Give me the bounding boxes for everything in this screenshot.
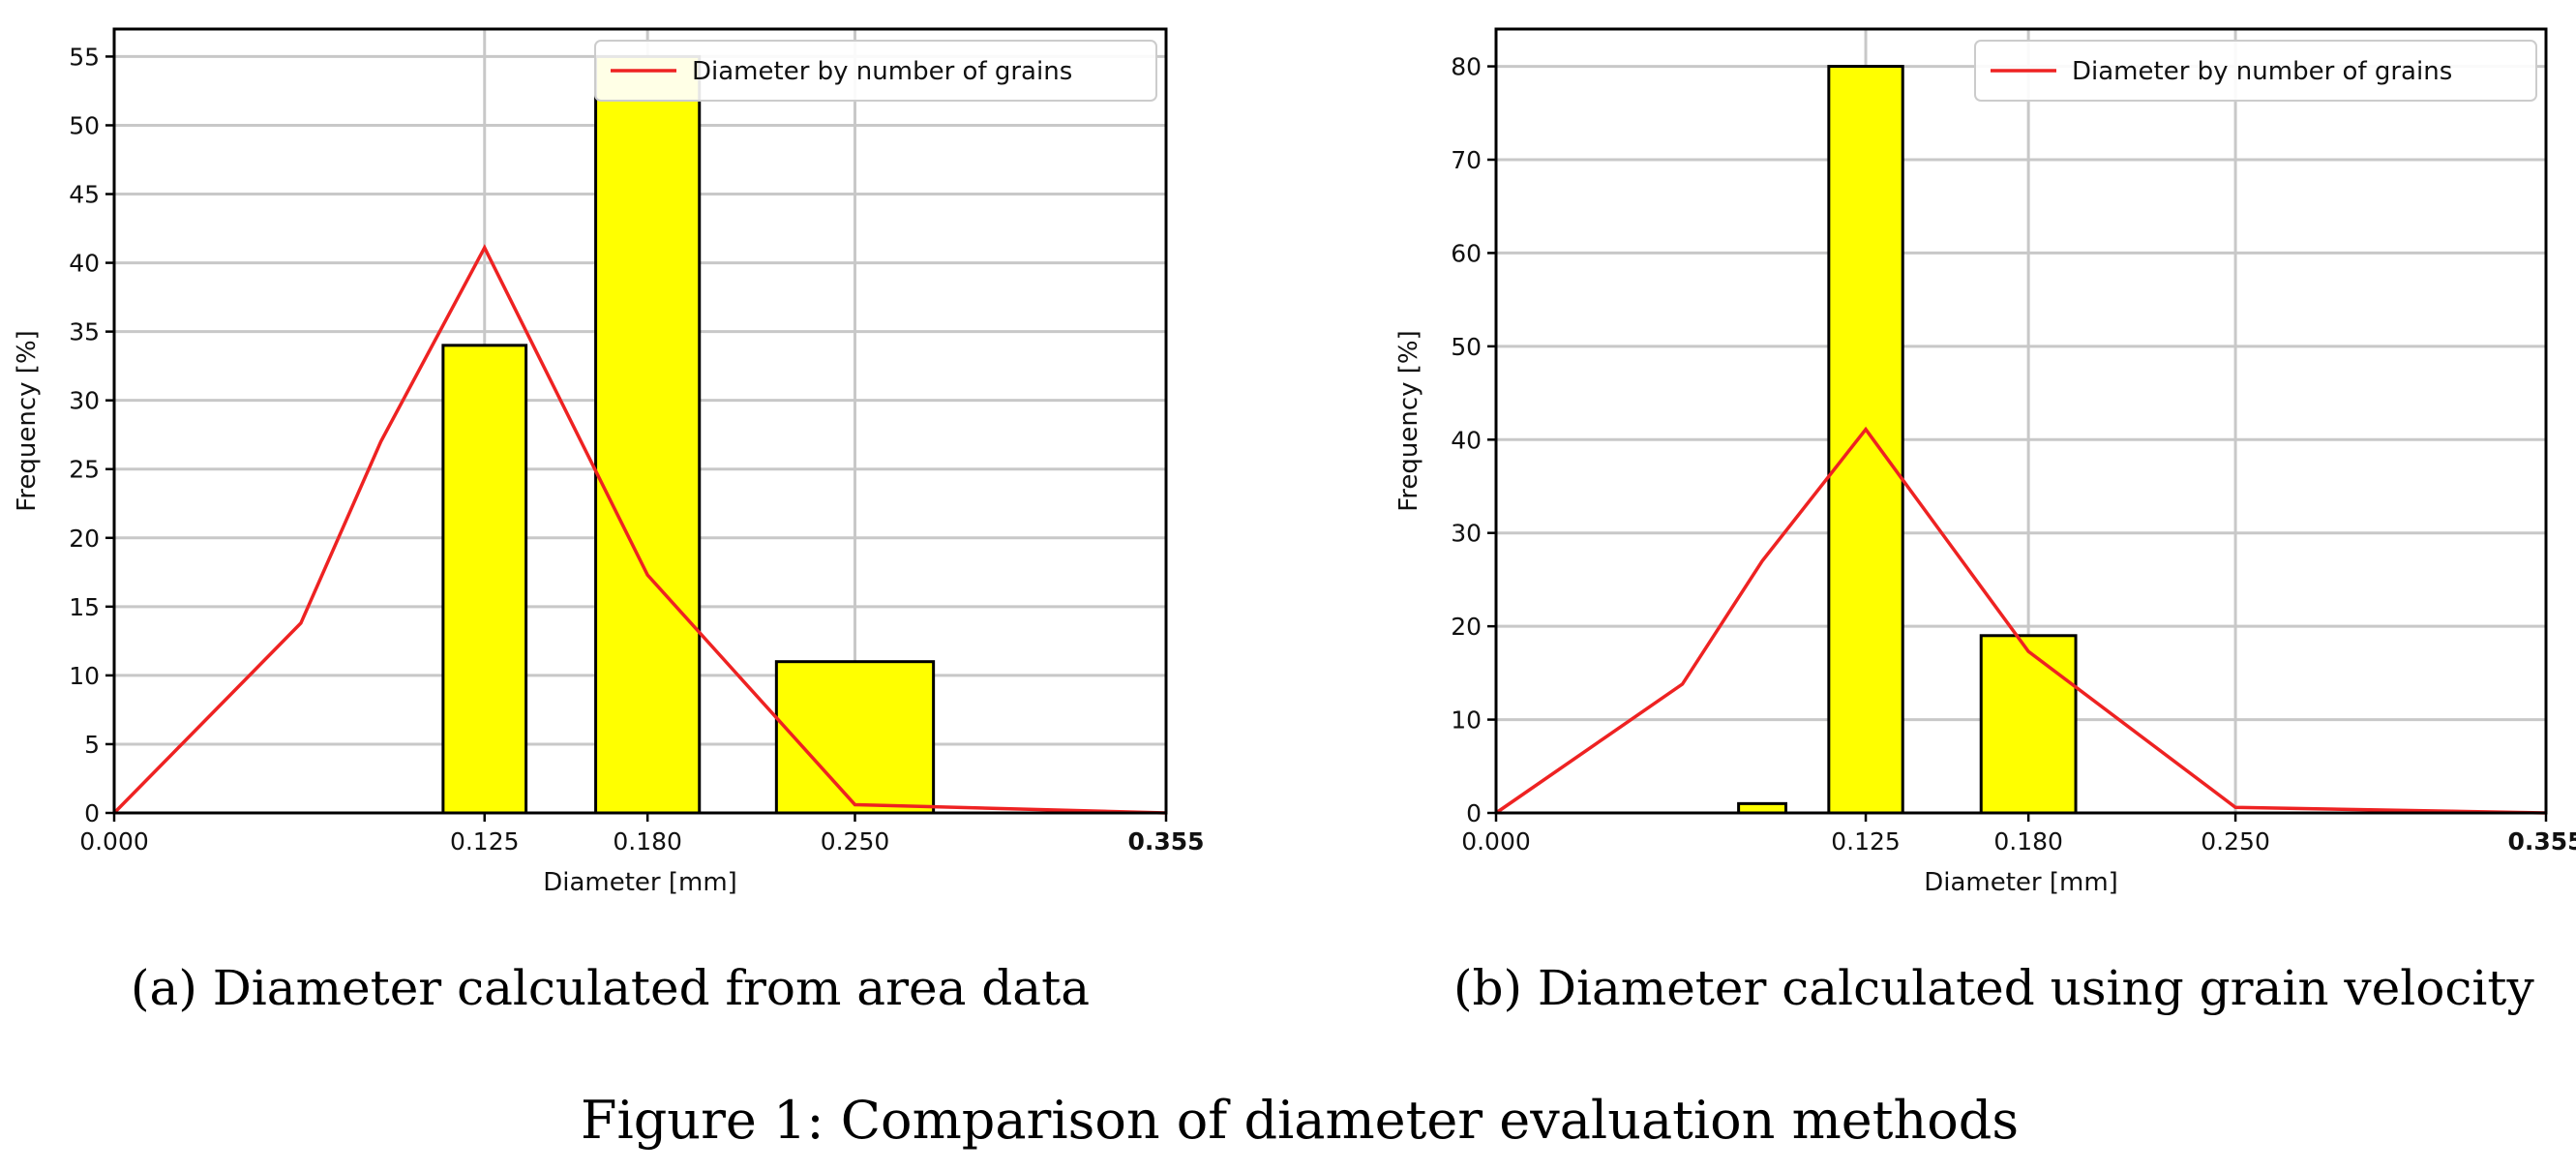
x-tick-label: 0.180 <box>613 827 682 856</box>
panel-b-caption: (b) Diameter calculated using grain velo… <box>1453 960 2534 1016</box>
y-tick-label: 10 <box>69 662 100 690</box>
panel-a-caption: (a) Diameter calculated from area data <box>131 960 1091 1016</box>
x-tick-label: 0.355 <box>2507 827 2576 856</box>
legend-box <box>594 40 1157 102</box>
y-axis-label: Frequency [%] <box>1394 330 1423 512</box>
x-tick-label: 0.250 <box>821 827 890 856</box>
y-tick-label: 45 <box>69 181 100 209</box>
series-line <box>1495 426 2547 815</box>
x-tick-label: 0.355 <box>1127 827 1204 856</box>
y-tick-label: 50 <box>1451 333 1482 361</box>
y-tick-label: 15 <box>69 593 100 621</box>
y-tick-label: 40 <box>1451 426 1482 454</box>
x-axis-label: Diameter [mm] <box>1924 868 2118 897</box>
y-tick-label: 0 <box>1466 799 1482 827</box>
y-tick-label: 0 <box>84 799 100 827</box>
legend-box <box>1974 40 2537 102</box>
x-tick-label: 0.000 <box>79 827 149 856</box>
y-axis-label: Frequency [%] <box>13 330 42 512</box>
chart-b: 0 10 20 30 40 50 60 70 80 0.000 0.125 0.180 0.250 0.3… <box>1394 27 2576 897</box>
x-tick-label: 0.125 <box>450 827 520 856</box>
x-tick-label: 0.000 <box>1461 827 1531 856</box>
y-tick-label: 10 <box>1451 706 1482 735</box>
chart-a: 0 5 10 15 20 25 30 35 40 45 50 55 0.000 0.125 0.180 0.2… <box>13 27 1205 897</box>
bar <box>1827 65 1904 815</box>
bar <box>774 660 936 815</box>
y-tick-label: 35 <box>69 318 100 346</box>
x-tick-label: 0.125 <box>1831 827 1901 856</box>
y-tick-label: 60 <box>1451 239 1482 267</box>
series-line <box>112 244 1167 815</box>
x-tick-label: 0.250 <box>2201 827 2270 856</box>
axes-frame <box>112 27 1168 815</box>
y-tick-label: 30 <box>69 387 100 415</box>
bar <box>441 344 528 815</box>
y-tick-label: 20 <box>69 525 100 553</box>
y-tick-label: 70 <box>1451 146 1482 174</box>
axes-frame <box>1494 27 2548 815</box>
legend-label: Diameter by number of grains <box>2072 57 2452 86</box>
y-tick-label: 25 <box>69 456 100 484</box>
y-tick-label: 80 <box>1451 53 1482 81</box>
figure-caption: Figure 1: Comparison of diameter evaluat… <box>581 1090 2020 1151</box>
y-tick-label: 5 <box>84 731 100 759</box>
y-tick-label: 50 <box>69 111 100 139</box>
x-tick-label: 0.180 <box>1993 827 2063 856</box>
y-tick-label: 55 <box>69 43 100 71</box>
bar <box>594 54 702 815</box>
x-axis-label: Diameter [mm] <box>543 868 737 897</box>
y-tick-label: 30 <box>1451 520 1482 548</box>
legend-label: Diameter by number of grains <box>692 57 1072 86</box>
y-tick-label: 40 <box>69 250 100 278</box>
y-tick-label: 20 <box>1451 613 1482 641</box>
bar <box>1979 634 2078 815</box>
